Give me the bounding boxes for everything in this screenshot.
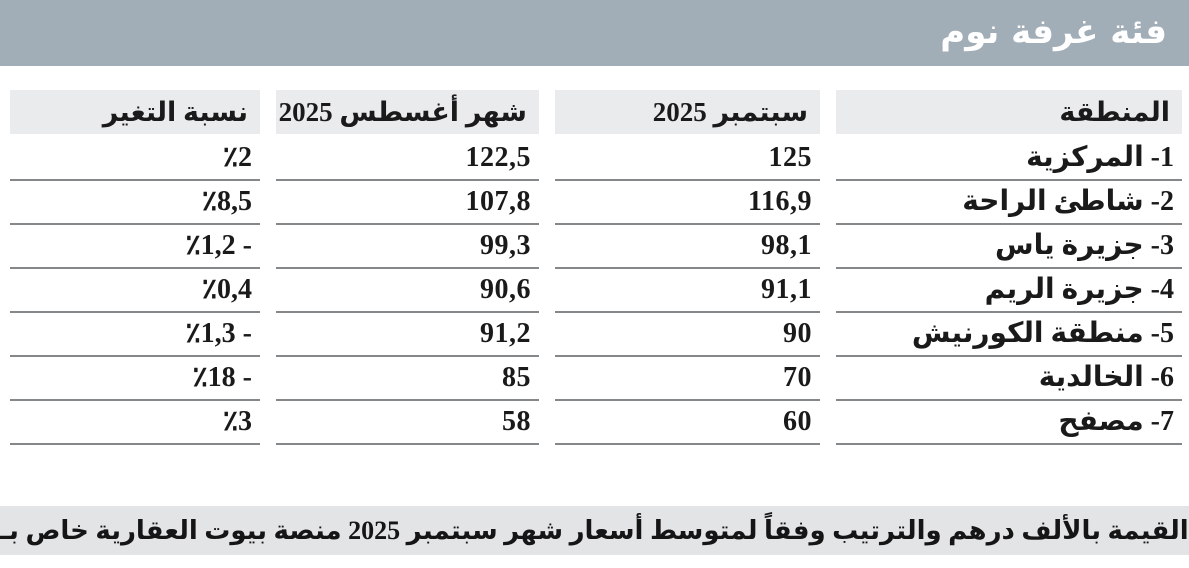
table-row: 5- منطقة الكورنيش 90 91,2 ٪1,3 - [0, 313, 1189, 357]
table-row: 6- الخالدية 70 85 ٪18 - [0, 357, 1189, 401]
title-bar: فئة غرفة نوم [0, 0, 1189, 66]
source-footnote: القيمة بالألف درهم والترتيب وفقاً لمتوسط… [0, 506, 1189, 568]
region-name: 3- جزيرة ياس [836, 225, 1182, 269]
table-row: 1- المركزية 125 122,5 ٪2 [0, 137, 1189, 181]
table-row: 2- شاطئ الراحة 116,9 107,8 ٪8,5 [0, 181, 1189, 225]
september-value: 125 [555, 137, 820, 181]
region-name: 5- منطقة الكورنيش [836, 313, 1182, 357]
change-percent-value: ٪18 - [10, 357, 260, 401]
change-percent-value: ٪2 [10, 137, 260, 181]
change-percent-value: ٪0,4 [10, 269, 260, 313]
august-value: 99,3 [276, 225, 539, 269]
region-name: 2- شاطئ الراحة [836, 181, 1182, 225]
september-value: 70 [555, 357, 820, 401]
august-value: 107,8 [276, 181, 539, 225]
change-percent-value: ٪3 [10, 401, 260, 445]
region-name: 6- الخالدية [836, 357, 1182, 401]
august-value: 122,5 [276, 137, 539, 181]
september-value: 116,9 [555, 181, 820, 225]
column-header-september-2025: سبتمبر 2025 [555, 90, 820, 134]
august-value: 85 [276, 357, 539, 401]
price-table: المنطقة سبتمبر 2025 شهر أغسطس 2025 نسبة … [0, 90, 1189, 445]
footnote-text: القيمة بالألف درهم والترتيب وفقاً لمتوسط… [0, 516, 1189, 568]
september-value: 91,1 [555, 269, 820, 313]
page-title: فئة غرفة نوم [940, 12, 1167, 52]
change-percent-value: ٪1,3 - [10, 313, 260, 357]
region-name: 7- مصفح [836, 401, 1182, 445]
table-row: 3- جزيرة ياس 98,1 99,3 ٪1,2 - [0, 225, 1189, 269]
column-header-region: المنطقة [836, 90, 1182, 134]
table-row: 4- جزيرة الريم 91,1 90,6 ٪0,4 [0, 269, 1189, 313]
column-header-change-percent: نسبة التغير [10, 90, 260, 134]
column-header-august-2025: شهر أغسطس 2025 [276, 90, 539, 134]
change-percent-value: ٪1,2 - [10, 225, 260, 269]
region-name: 4- جزيرة الريم [836, 269, 1182, 313]
september-value: 98,1 [555, 225, 820, 269]
august-value: 58 [276, 401, 539, 445]
august-value: 90,6 [276, 269, 539, 313]
change-percent-value: ٪8,5 [10, 181, 260, 225]
table-header-row: المنطقة سبتمبر 2025 شهر أغسطس 2025 نسبة … [0, 90, 1189, 134]
september-value: 60 [555, 401, 820, 445]
august-value: 91,2 [276, 313, 539, 357]
table-row: 7- مصفح 60 58 ٪3 [0, 401, 1189, 445]
september-value: 90 [555, 313, 820, 357]
region-name: 1- المركزية [836, 137, 1182, 181]
